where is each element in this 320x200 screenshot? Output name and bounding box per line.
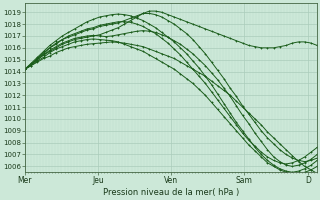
X-axis label: Pression niveau de la mer( hPa ): Pression niveau de la mer( hPa ) bbox=[103, 188, 239, 197]
